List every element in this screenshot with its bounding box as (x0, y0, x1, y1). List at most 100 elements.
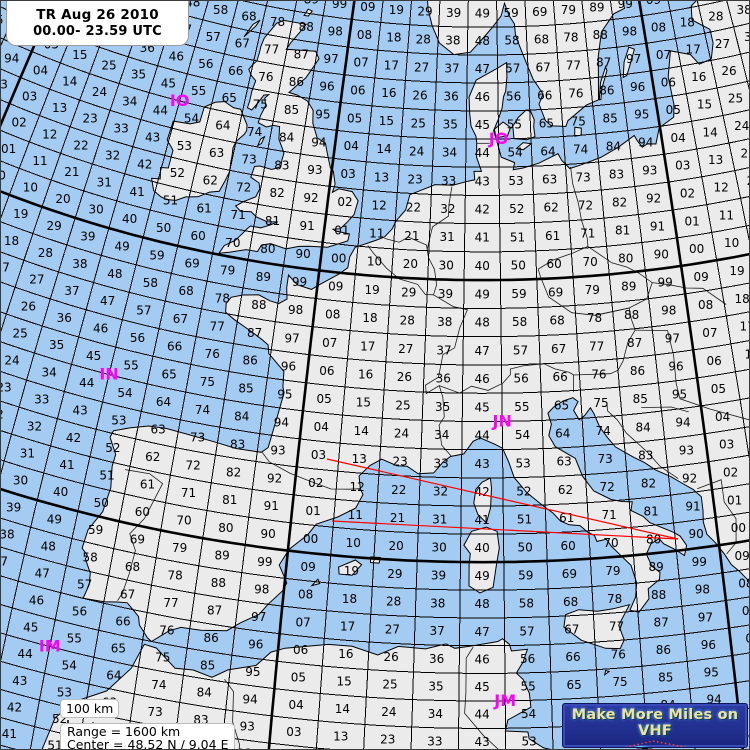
grid-square-label: 15 (356, 396, 371, 410)
grid-square-label: 97 (284, 331, 299, 345)
grid-square-label: 84 (635, 420, 650, 434)
grid-square-label: 27 (414, 60, 429, 74)
grid-square-label: 54 (521, 707, 536, 721)
grid-square-label: 04 (314, 420, 329, 434)
country-border (367, 245, 434, 296)
grid-parallel (0, 459, 750, 535)
grid-square-label: 55 (191, 84, 206, 98)
grid-meridian (77, 0, 239, 750)
grid-square-label: 38 (0, 528, 15, 542)
grid-square-label: 18 (734, 292, 749, 306)
grid-square-label: 80 (260, 242, 275, 256)
banner-horizon-art (623, 740, 701, 747)
grid-square-label: 41 (475, 231, 490, 245)
grid-square-label: 66 (167, 340, 182, 354)
grid-square-label: 26 (384, 650, 399, 664)
grid-square-label: 85 (602, 111, 617, 125)
grid-square-label: 63 (542, 173, 557, 187)
grid-square-label: 32 (105, 149, 120, 163)
grid-square-label: 14 (354, 424, 369, 438)
grid-square-label: 64 (555, 427, 570, 441)
grid-square-label: 94 (242, 692, 257, 706)
grid-square-label: 79 (220, 264, 235, 278)
field-label-IO: IO (170, 91, 190, 110)
grid-square-label: 90 (296, 247, 311, 261)
grid-square-label: 86 (630, 364, 645, 378)
grid-square-label: 75 (612, 675, 627, 689)
landmass (151, 100, 248, 201)
grid-square-label: 46 (169, 49, 184, 63)
grid-square-label: 18 (4, 234, 19, 248)
grid-square-label: 90 (260, 527, 275, 541)
grid-square-label: 42 (137, 158, 152, 172)
grid-square-label: 17 (685, 43, 700, 57)
grid-square-label: 29 (387, 567, 402, 581)
grid-square-label: 53 (508, 174, 523, 188)
grid-square-label: 86 (656, 643, 671, 657)
grid-square-label: 40 (122, 212, 137, 226)
landmass (598, 65, 608, 101)
grid-square-label: 85 (0, 13, 4, 27)
grid-square-label: 14 (702, 125, 717, 139)
grid-square-label: 49 (474, 569, 489, 583)
grid-square-label: 64 (540, 144, 555, 158)
country-border (652, 282, 727, 305)
grid-square-label: 52 (170, 166, 185, 180)
grid-square-label: 34 (434, 428, 449, 442)
grid-square-label: 88 (299, 20, 314, 34)
field-label-JM: JM (493, 691, 516, 710)
grid-square-label: 89 (214, 549, 229, 563)
grid-square-label: 80 (618, 252, 633, 266)
grid-square-label: 01 (727, 493, 742, 507)
grid-square-label: 33 (441, 174, 456, 188)
grid-square-label: 86 (599, 84, 614, 98)
grid-square-label: 40 (53, 485, 68, 499)
grid-square-label: 39 (446, 6, 461, 20)
grid-square-label: 79 (585, 283, 600, 297)
date-range-box: TR Aug 26 2010 00.00- 23.59 UTC (6, 0, 189, 46)
landmass (81, 0, 750, 643)
grid-parallel (0, 68, 750, 168)
grid-square-label: 48 (475, 34, 490, 48)
grid-square-label: 24 (409, 144, 424, 158)
grid-square-label: 67 (120, 587, 135, 601)
grid-square-label: 10 (367, 255, 382, 269)
grid-square-label: 26 (21, 300, 36, 314)
grid-square-label: 45 (161, 76, 176, 90)
grid-square-label: 19 (365, 283, 380, 297)
grid-square-label: 03 (286, 725, 301, 739)
grid-square-label: 87 (653, 616, 668, 630)
grid-square-label: 00 (689, 242, 704, 256)
grid-square-label: 88 (251, 298, 266, 312)
grid-square-label: 06 (293, 643, 308, 657)
grid-square-label: 51 (517, 513, 532, 527)
grid-square-label: 28 (416, 33, 431, 47)
grid-square-label: 97 (626, 52, 641, 66)
grid-square-label: 74 (247, 125, 262, 139)
grid-square-label: 48 (107, 267, 122, 281)
grid-square-label: 79 (172, 541, 187, 555)
grid-square-label: 75 (155, 651, 170, 665)
grid-square-label: 56 (520, 652, 535, 666)
grid-square-label: 09 (735, 549, 750, 563)
grid-meridian (220, 0, 327, 750)
grid-square-label: 12 (42, 127, 57, 141)
grid-square-label: 09 (694, 270, 709, 284)
grid-square-label: 99 (657, 275, 672, 289)
grid-square-label: 23 (393, 455, 408, 469)
grid-square-label: 06 (707, 354, 722, 368)
grid-square-label: 25 (411, 116, 426, 130)
grid-square-label: 81 (265, 214, 280, 228)
grid-square-label: 18 (362, 311, 377, 325)
grid-square-label: 51 (510, 230, 525, 244)
grid-square-label: 42 (475, 203, 490, 217)
grid-square-label: 38 (437, 315, 452, 329)
grid-parallel (0, 370, 750, 451)
grid-square-label: 94 (675, 416, 690, 430)
grid-square-label: 25 (382, 678, 397, 692)
grid-parallel (0, 429, 750, 507)
grid-square-label: 38 (445, 34, 460, 48)
